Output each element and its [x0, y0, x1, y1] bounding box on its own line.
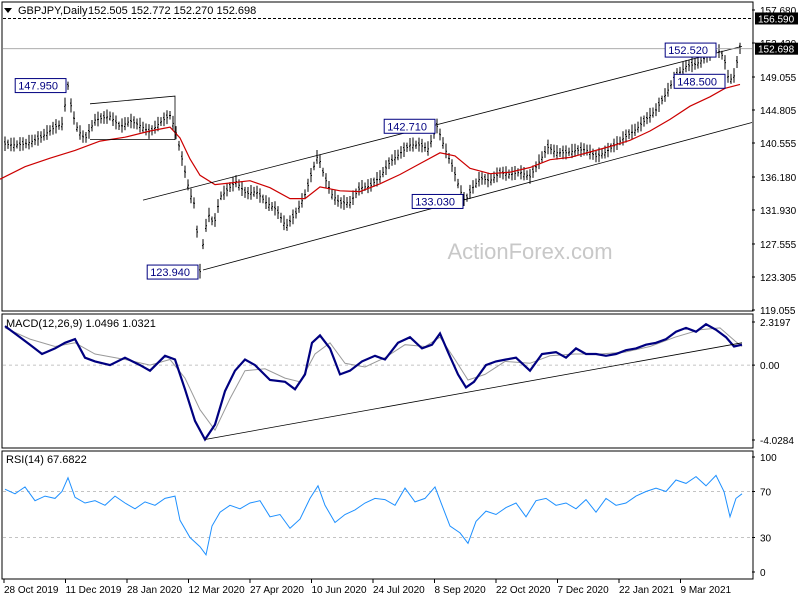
resistance-price-flag-label: 156.590 [758, 14, 795, 25]
macd-line [4, 322, 743, 442]
price-panel-frame [1, 1, 754, 312]
x-axis-label: 8 Sep 2020 [435, 585, 487, 596]
annotation-label: 147.950 [18, 81, 58, 93]
price-axis-label: 131.930 [760, 206, 797, 217]
rsi-panel-frame [1, 450, 754, 580]
annotation-box [383, 118, 436, 134]
annotation-label: 123.940 [150, 267, 190, 279]
moving-average-line [0, 83, 741, 200]
consolidation-box [89, 95, 176, 140]
watermark: ActionForex.com [447, 239, 612, 264]
price-axis-label: 140.555 [760, 139, 797, 150]
macd-panel-frame [1, 313, 754, 449]
price-layer: 147.950 123.940 142.710 133.030 148.500 152.5… [0, 17, 753, 280]
annotation-box [673, 73, 726, 89]
ohlc-header: 152.505 152.772 152.270 152.698 [88, 5, 256, 17]
macd-layer [3, 322, 752, 442]
channel-upper-line [142, 45, 743, 201]
macd-trendline [204, 342, 743, 440]
rsi-axis-label: 0 [760, 568, 766, 579]
x-axis-label: 28 Oct 2019 [4, 585, 59, 596]
price-axis-label: 144.805 [760, 106, 797, 117]
annotation-label: 133.030 [415, 196, 455, 208]
annotation-label: 152.520 [668, 45, 708, 57]
x-axis-label: 11 Dec 2019 [66, 585, 122, 596]
macd-axis-label: 2.3197 [760, 318, 791, 329]
price-axis-label: 136.180 [760, 173, 797, 184]
x-axis-label: 28 Jan 2020 [127, 585, 182, 596]
rsi-axis-label: 70 [760, 488, 772, 499]
x-axis-label: 12 Mar 2020 [189, 585, 246, 596]
x-axis-label: 22 Oct 2020 [496, 585, 551, 596]
header-arrow-icon [4, 8, 12, 13]
rsi-axis-label: 100 [760, 453, 777, 464]
rsi-layer [3, 474, 752, 556]
annotation-label: 148.500 [677, 76, 717, 88]
price-axis-label: 149.055 [760, 73, 797, 84]
annotation-box [14, 78, 67, 94]
macd-axis-label: -4.0284 [760, 436, 794, 447]
x-axis-label: 24 Jul 2020 [373, 585, 425, 596]
x-axis-label: 10 Jun 2020 [312, 585, 367, 596]
x-axis-label: 22 Jan 2021 [619, 585, 674, 596]
rsi-axis-label: 30 [760, 534, 772, 545]
annotation-label: 142.710 [387, 121, 427, 133]
annotation-box [411, 193, 464, 209]
price-axis-label: 123.305 [760, 273, 797, 284]
current-price-flag-label: 152.698 [758, 45, 795, 56]
current-price-flag-box [755, 42, 798, 55]
rsi-header: RSI(14) 67.6822 [6, 454, 87, 466]
channel-lower-line [202, 122, 753, 271]
x-axis-label: 9 Mar 2021 [681, 585, 732, 596]
annotation-box [664, 42, 717, 58]
price-axis-label: 119.055 [760, 306, 796, 317]
annotation-box [146, 264, 199, 280]
price-axis-label: 127.555 [760, 240, 797, 251]
x-axis-label: 7 Dec 2020 [558, 585, 610, 596]
resistance-price-flag-box [755, 12, 798, 25]
rsi-line [4, 474, 743, 556]
axis-layer: 157.680153.430149.055144.805140.555136.1… [3, 6, 798, 596]
x-axis-label: 27 Apr 2020 [250, 585, 304, 596]
price-axis-label: 157.680 [760, 6, 797, 17]
macd-header: MACD(12,26,9) 1.0496 1.0321 [6, 318, 156, 330]
symbol-header: GBPJPY,Daily [18, 5, 88, 17]
macd-axis-label: 0.00 [760, 361, 780, 372]
